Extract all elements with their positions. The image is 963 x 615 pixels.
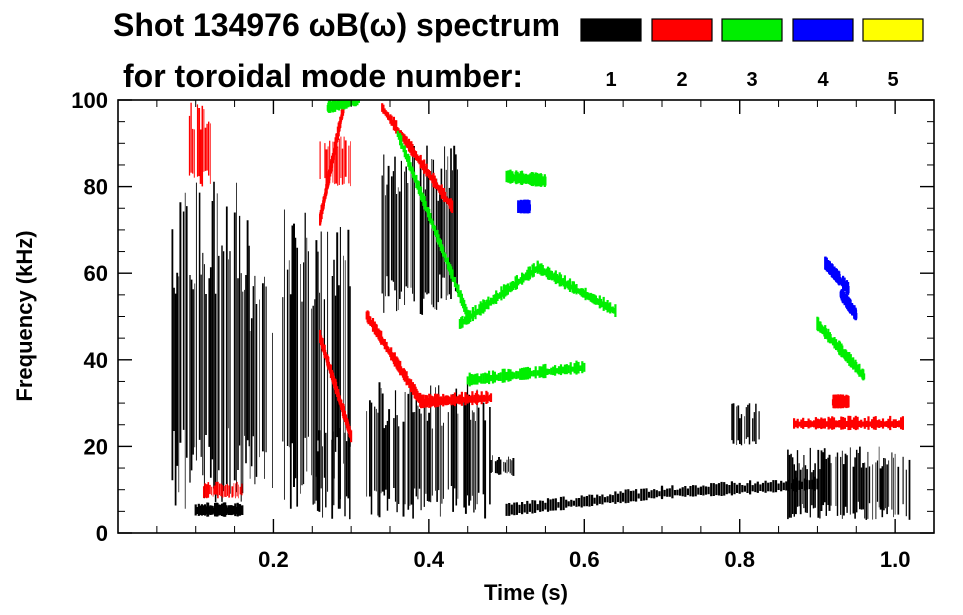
- series-n1-region-5: [381, 145, 458, 315]
- legend-swatch-2: [651, 18, 713, 42]
- series-n1: [171, 145, 911, 520]
- legend-label-2: 2: [676, 69, 687, 91]
- data-layer: [171, 100, 911, 520]
- y-tick-label: 100: [71, 88, 108, 113]
- series-n1-region-0: [171, 181, 250, 509]
- series-n2: [188, 101, 905, 499]
- legend-swatch-5: [862, 18, 924, 42]
- series-n4: [517, 199, 858, 321]
- y-tick-label: 80: [84, 175, 108, 200]
- series-n3-ridge-2: [505, 169, 547, 187]
- series-n3-ridge-0: [458, 262, 539, 329]
- series-n2-region-2: [202, 481, 243, 499]
- series-n3: [326, 100, 866, 387]
- legend-swatch-1: [580, 18, 642, 42]
- legend-label-1: 1: [605, 69, 616, 91]
- legend-label-4: 4: [817, 69, 829, 91]
- x-tick-label: 0.2: [258, 547, 289, 572]
- series-n1-ridge-2: [660, 476, 819, 500]
- series-n1-region-3: [315, 427, 351, 520]
- series-n1-ridge-1: [505, 487, 664, 516]
- series-n4-ridge-2: [517, 199, 532, 214]
- x-axis-label: Time (s): [484, 580, 568, 605]
- series-n1-region-6: [490, 455, 515, 476]
- x-tick-label: 1.0: [880, 547, 911, 572]
- series-n4-ridge-0: [824, 256, 850, 295]
- series-n2-region-1: [188, 102, 211, 187]
- legend-label-3: 3: [746, 69, 757, 91]
- series-n1-region-1: [249, 275, 273, 488]
- plot-frame: [117, 99, 935, 534]
- y-tick-label: 40: [84, 348, 108, 373]
- series-n2-ridge-0: [365, 310, 423, 409]
- series-n2-ridge-5: [792, 415, 905, 431]
- chart-title: Shot 134976 ωB(ω) spectrum: [113, 7, 560, 43]
- y-tick-label: 0: [96, 521, 108, 546]
- series-n3-ridge-1: [536, 260, 617, 317]
- series-n1-ridge-0: [194, 502, 244, 517]
- series-n3-ridge-6: [466, 360, 586, 387]
- series-n1-region-4: [366, 382, 491, 519]
- chart-subtitle: for toroidal mode number:: [123, 58, 523, 94]
- x-tick-label: 0.4: [414, 547, 445, 572]
- x-axis: 0.2 0.4 0.6 0.8 1.0: [156, 100, 911, 572]
- x-tick-label: 0.8: [724, 547, 755, 572]
- legend-swatch-3: [721, 18, 783, 42]
- y-tick-label: 20: [84, 434, 108, 459]
- series-n2-ridge-3: [319, 101, 345, 226]
- series-n1-region-7: [731, 403, 760, 446]
- legend: 1 2 3 4 5: [580, 18, 924, 91]
- series-n4-ridge-1: [839, 289, 858, 321]
- legend-label-5: 5: [887, 69, 898, 91]
- x-tick-label: 0.6: [569, 547, 600, 572]
- series-n2-ridge-1: [420, 390, 493, 409]
- legend-swatch-4: [792, 18, 854, 42]
- series-n3-ridge-3: [396, 130, 469, 321]
- series-n2-ridge-6: [831, 394, 850, 409]
- series-n3-ridge-5: [816, 316, 866, 381]
- plot-area: [171, 100, 911, 520]
- y-tick-label: 60: [84, 261, 108, 286]
- series-n3-ridge-4: [326, 100, 360, 113]
- series-n2-ridge-4: [319, 329, 353, 443]
- y-axis: 0 20 40 60 80 100: [71, 88, 934, 546]
- y-axis-label: Frequency (kHz): [12, 230, 37, 401]
- series-n2-ridge-2: [381, 103, 454, 213]
